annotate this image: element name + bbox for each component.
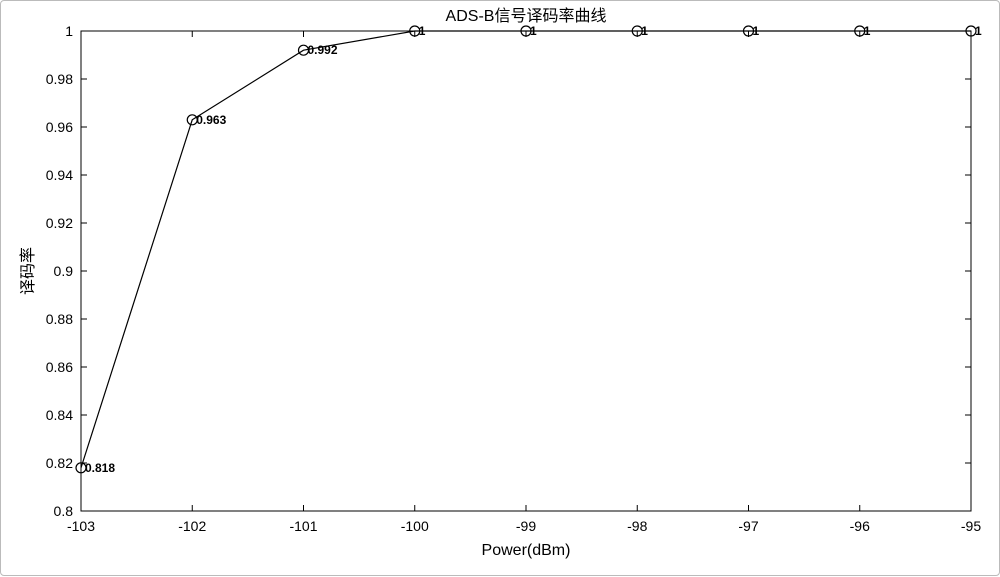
y-tick-label: 0.92 xyxy=(46,215,73,231)
data-point-label: 1 xyxy=(753,24,760,38)
y-tick-label: 0.8 xyxy=(54,503,74,519)
y-tick-label: 0.98 xyxy=(46,71,73,87)
data-point-label: 0.963 xyxy=(196,113,226,127)
data-point-label: 1 xyxy=(530,24,537,38)
x-tick-label: -99 xyxy=(516,518,536,534)
y-tick-label: 0.96 xyxy=(46,119,73,135)
y-axis-label: 译码率 xyxy=(19,247,37,295)
plot-area xyxy=(81,31,971,511)
y-tick-label: 0.88 xyxy=(46,311,73,327)
x-tick-label: -96 xyxy=(850,518,870,534)
data-point-label: 1 xyxy=(975,24,982,38)
chart-title: ADS-B信号译码率曲线 xyxy=(446,7,607,25)
y-tick-label: 0.86 xyxy=(46,359,73,375)
y-tick-label: 0.84 xyxy=(46,407,73,423)
x-tick-label: -95 xyxy=(961,518,981,534)
y-tick-label: 0.94 xyxy=(46,167,73,183)
data-point-label: 1 xyxy=(641,24,648,38)
x-tick-label: -97 xyxy=(738,518,758,534)
data-point-label: 1 xyxy=(419,24,426,38)
x-tick-label: -98 xyxy=(627,518,647,534)
chart-svg: -103 -102 -101 -100 -99 -98 -97 -96 -95 0.8 0.82 0.… xyxy=(1,1,1000,577)
y-tick-label: 1 xyxy=(65,23,73,39)
x-tick-label: -100 xyxy=(401,518,429,534)
x-tick-label: -102 xyxy=(178,518,206,534)
data-point-label: 0.818 xyxy=(85,461,115,475)
data-point-label: 1 xyxy=(864,24,871,38)
y-tick-label: 0.82 xyxy=(46,455,73,471)
x-axis-label: Power(dBm) xyxy=(482,542,571,559)
data-point-label: 0.992 xyxy=(308,43,338,57)
x-tick-label: -101 xyxy=(289,518,317,534)
x-tick-label: -103 xyxy=(67,518,95,534)
chart-frame: -103 -102 -101 -100 -99 -98 -97 -96 -95 0.8 0.82 0.… xyxy=(0,0,1000,576)
y-tick-label: 0.9 xyxy=(54,263,74,279)
